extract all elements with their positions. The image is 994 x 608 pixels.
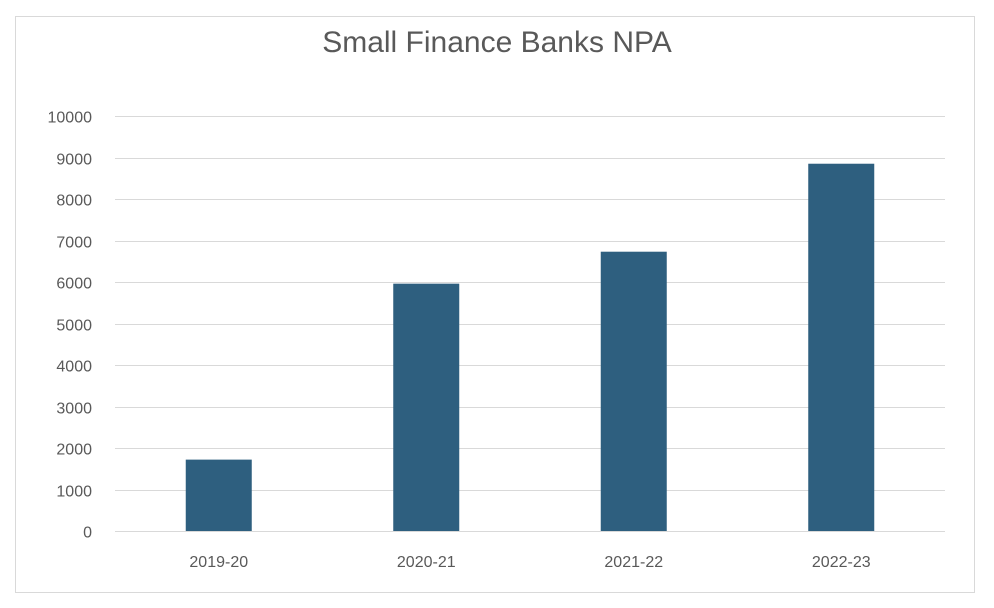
y-tick-label: 5000 <box>56 318 92 335</box>
y-tick-label: 3000 <box>56 401 92 418</box>
gridlines <box>115 116 945 532</box>
bar-2019-20 <box>185 459 252 531</box>
y-axis-ticks: 0 1000 2000 3000 4000 5000 6000 7000 8000 9000 100… <box>48 110 93 542</box>
y-tick-label: 1000 <box>56 484 92 501</box>
bar-2022-23 <box>808 163 875 531</box>
x-tick-label: 2021-22 <box>604 554 663 571</box>
x-tick-label: 2022-23 <box>812 554 871 571</box>
chart-title: Small Finance Banks NPA <box>322 26 672 59</box>
y-tick-label: 9000 <box>56 152 92 169</box>
y-tick-label: 0 <box>83 525 92 542</box>
x-tick-label: 2019-20 <box>189 554 248 571</box>
y-tick-label: 2000 <box>56 442 92 459</box>
y-tick-label: 7000 <box>56 235 92 252</box>
bar-2020-21 <box>393 283 460 531</box>
y-tick-label: 10000 <box>48 110 93 127</box>
bar-2021-22 <box>600 251 667 531</box>
x-tick-label: 2020-21 <box>397 554 456 571</box>
y-tick-label: 4000 <box>56 359 92 376</box>
y-tick-label: 8000 <box>56 193 92 210</box>
bars <box>185 163 875 531</box>
x-axis-ticks: 2019-20 2020-21 2021-22 2022-23 <box>189 554 870 571</box>
y-tick-label: 6000 <box>56 276 92 293</box>
